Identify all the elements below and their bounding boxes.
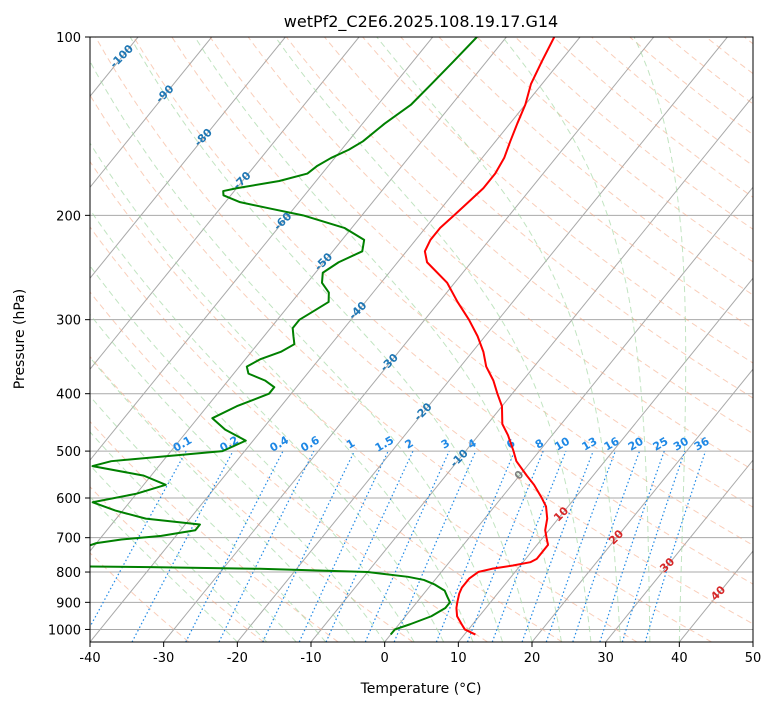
dry-adiabat-line <box>90 160 638 642</box>
x-tick-label: 40 <box>671 651 688 666</box>
plot-frame <box>89 36 754 643</box>
x-tick-label: 20 <box>524 651 541 666</box>
isotherm-line <box>605 459 753 642</box>
x-tick-label: 50 <box>745 651 762 666</box>
dry-adiabat-line <box>171 37 753 546</box>
isotherm-line <box>90 37 360 370</box>
y-tick-label: 200 <box>56 209 81 224</box>
y-tick-label: 600 <box>56 492 81 507</box>
dry-adiabat-line <box>90 420 339 642</box>
x-tick-label: 10 <box>450 651 467 666</box>
dry-adiabat-line <box>400 37 753 330</box>
y-tick-label: 1000 <box>48 623 81 638</box>
dry-adiabat-line <box>362 37 753 364</box>
isotherm-line <box>90 37 286 280</box>
moist-adiabat-line <box>90 60 504 642</box>
chart-title: wetPf2_C2E6.2025.108.19.17.G14 <box>284 12 558 32</box>
isotherm-line <box>0 37 64 642</box>
x-axis: -40 -30 -20 -10 0 10 20 30 40 50 <box>79 642 761 666</box>
x-tick-label: 30 <box>597 651 614 666</box>
x-tick-label: -20 <box>227 651 248 666</box>
dry-adiabat-line <box>90 226 563 642</box>
temperature-trace <box>423 37 556 636</box>
plot-area: 0.1 0.2 0.4 0.6 1 1.5 2 3 4 6 8 10 13 16 20 25 30 36-100-… <box>0 37 753 642</box>
dry-adiabat-line <box>90 94 712 642</box>
moist-adiabat-line <box>90 265 415 642</box>
grid-layer <box>0 37 753 642</box>
dry-adiabat-line <box>514 37 753 230</box>
mixing-ratio-line <box>644 450 707 642</box>
y-tick-label: 500 <box>56 445 81 460</box>
mixing-ratio-line <box>545 450 616 642</box>
x-axis-label: Temperature (°C) <box>360 681 482 697</box>
dry-adiabat-line <box>247 37 753 471</box>
dry-adiabat-line <box>591 37 753 167</box>
moist-adiabat-line <box>90 313 386 642</box>
dry-adiabat-line <box>90 486 264 642</box>
dry-adiabat-line <box>209 37 753 508</box>
mixing-ratio-line <box>393 450 477 642</box>
moist-adiabat-line <box>376 37 621 642</box>
isotherm-line <box>384 186 753 642</box>
moist-adiabat-line <box>633 37 687 642</box>
y-axis: 1000 900 800 700 600 500 400 300 200 100 <box>48 31 90 638</box>
moist-adiabat-line <box>90 464 268 642</box>
dry-adiabat-line <box>95 37 753 625</box>
y-tick-label: 700 <box>56 532 81 547</box>
moist-adiabat-line <box>90 356 356 642</box>
y-tick-label: 300 <box>56 314 81 329</box>
isotherm-line <box>90 37 507 552</box>
moist-adiabat-line <box>90 208 445 642</box>
lines-layer <box>90 37 753 642</box>
y-tick-label: 800 <box>56 566 81 581</box>
x-tick-label: -30 <box>153 651 174 666</box>
y-axis-label: Pressure (hPa) <box>12 289 28 389</box>
x-tick-label: -40 <box>79 651 100 666</box>
dry-adiabat-line <box>90 291 488 642</box>
isotherm-line <box>90 37 213 189</box>
series-layer <box>90 37 556 636</box>
mixing-ratio-line <box>325 450 414 642</box>
isotherm-line <box>236 37 728 642</box>
x-tick-label: -10 <box>300 651 321 666</box>
isotherm-line <box>90 37 581 642</box>
y-tick-label: 900 <box>56 596 81 611</box>
isotherm-line <box>752 641 753 642</box>
moist-adiabat-line <box>274 37 592 642</box>
dewpoint-trace <box>90 37 478 636</box>
moist-adiabat-line <box>501 37 651 642</box>
mixing-ratio-line <box>90 450 187 629</box>
dry-adiabat-line <box>553 37 753 198</box>
mixing-ratio-line <box>599 450 665 642</box>
mixing-ratio-line <box>262 450 355 642</box>
moist-adiabat-line <box>129 37 533 642</box>
isotherm-line <box>90 37 434 461</box>
isotherm-line <box>163 37 655 642</box>
dry-adiabat-line <box>285 37 753 435</box>
mixing-ratio-line <box>621 450 686 642</box>
moist-adiabat-line <box>90 142 474 642</box>
mixing-ratio-line <box>298 450 389 642</box>
y-tick-label: 100 <box>56 31 81 46</box>
moist-adiabat-line <box>90 496 238 642</box>
mixing-ratio-line <box>572 450 641 642</box>
dry-adiabat-line <box>133 37 753 585</box>
x-tick-label: 0 <box>381 651 389 666</box>
y-tick-label: 400 <box>56 388 81 403</box>
moist-adiabat-line <box>194 37 562 642</box>
